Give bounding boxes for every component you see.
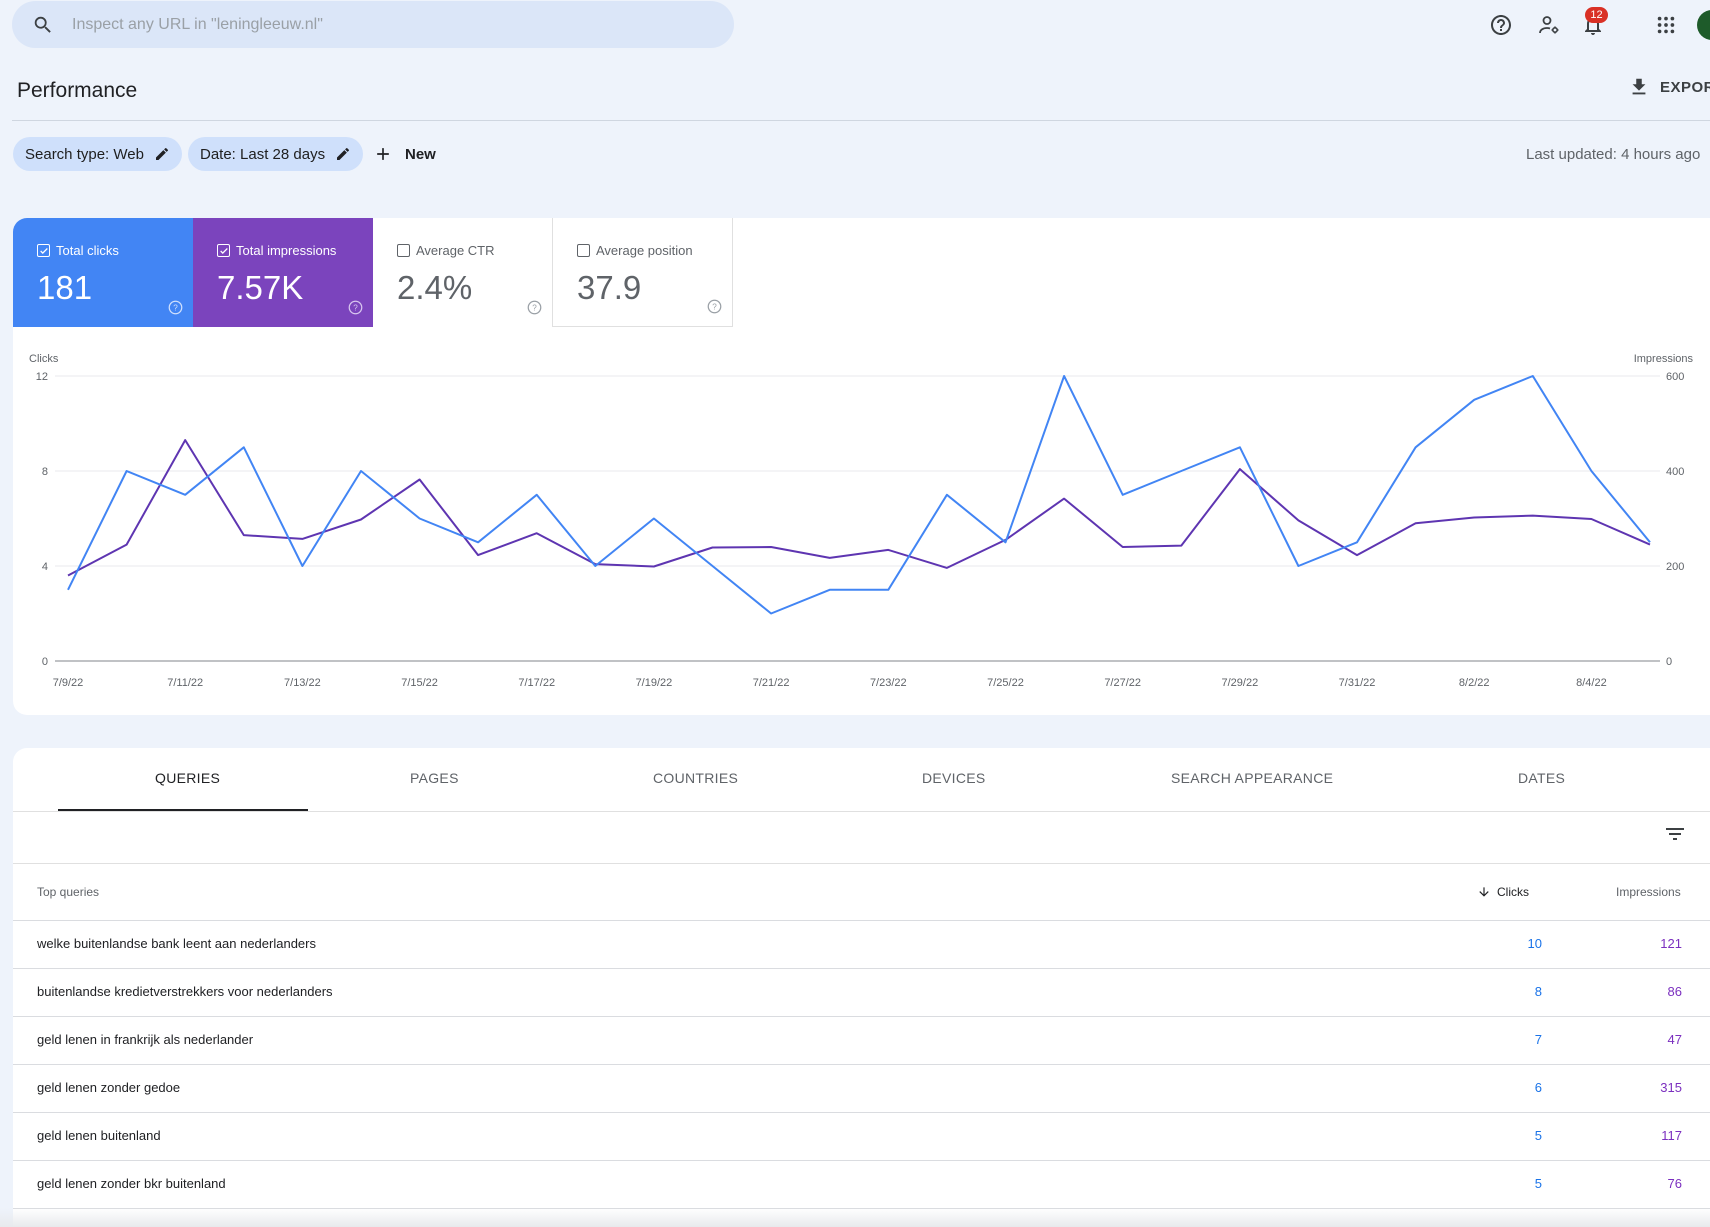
column-header-impressions[interactable]: Impressions (1616, 885, 1681, 899)
impressions-value: 76 (1667, 1176, 1682, 1191)
help-circle-icon[interactable]: ? (707, 299, 722, 314)
query-text: geld lenen in frankrijk als nederlander (37, 1032, 254, 1047)
column-header-query: Top queries (37, 885, 100, 899)
user-settings-icon[interactable] (1529, 5, 1569, 45)
bottom-scroll-fade (0, 1208, 1710, 1227)
clicks-value: 5 (1534, 1128, 1542, 1143)
download-icon (1632, 78, 1646, 95)
export-label: EXPORT (1660, 78, 1710, 96)
clicks-value: 5 (1534, 1176, 1542, 1191)
new-filter-label: New (405, 145, 436, 163)
date-filter-label: Date: Last 28 days (200, 145, 326, 163)
impressions-value: 315 (1660, 1080, 1682, 1095)
clicks-header-label: Clicks (1497, 885, 1529, 899)
table-row[interactable]: welke buitenlandse bank leent aan nederl… (13, 920, 1710, 968)
table-row[interactable]: geld lenen zonder gedoe 6 315 (13, 1064, 1710, 1112)
tab-devices[interactable]: DEVICES (922, 770, 986, 786)
query-text: welke buitenlandse bank leent aan nederl… (37, 936, 316, 951)
average-position-label: Average position (596, 243, 693, 258)
impressions-value: 121 (1660, 936, 1682, 951)
tab-search-appearance[interactable]: SEARCH APPEARANCE (1171, 770, 1334, 786)
help-circle-icon[interactable]: ? (168, 300, 183, 315)
average-ctr-value: 2.4% (397, 269, 473, 306)
last-updated-text: Last updated: 4 hours ago (1526, 146, 1701, 163)
edit-pencil-icon (337, 147, 350, 160)
clicks-value: 6 (1534, 1080, 1542, 1095)
page-title: Performance (17, 79, 138, 102)
clicks-value: 10 (1527, 936, 1542, 951)
help-circle-icon[interactable]: ? (527, 300, 542, 315)
svg-text:?: ? (532, 304, 537, 313)
new-filter-button[interactable]: New (373, 137, 436, 171)
average-ctr-checkbox[interactable] (397, 244, 410, 257)
table-row[interactable]: buitenlandse kredietverstrekkers voor ne… (13, 968, 1710, 1016)
tab-divider (13, 811, 1710, 812)
tab-countries[interactable]: COUNTRIES (653, 770, 739, 786)
impressions-value: 47 (1667, 1032, 1682, 1047)
average-position-metric-card[interactable]: Average position 37.9 ? (553, 218, 733, 327)
table-row[interactable]: geld lenen in frankrijk als nederlander 7… (13, 1016, 1710, 1064)
notification-count-badge: 12 (1585, 7, 1608, 23)
table-toolbar-divider (13, 863, 1710, 864)
query-text: geld lenen buitenland (37, 1128, 161, 1143)
query-text: buitenlandse kredietverstrekkers voor ne… (37, 984, 333, 999)
total-impressions-metric-card[interactable]: Total impressions 7.57K ? (193, 218, 373, 327)
column-header-clicks[interactable]: Clicks (1477, 885, 1529, 899)
filter-rows-icon[interactable] (1663, 822, 1687, 851)
svg-text:?: ? (173, 304, 178, 313)
date-filter-chip[interactable]: Date: Last 28 days (188, 137, 364, 171)
average-ctr-metric-card[interactable]: Average CTR 2.4% ? (373, 218, 553, 327)
plus-icon (377, 148, 389, 160)
total-impressions-value: 7.57K (217, 269, 304, 306)
apps-grid-icon[interactable] (1646, 5, 1686, 45)
total-impressions-label: Total impressions (236, 243, 337, 258)
clicks-value: 7 (1534, 1032, 1542, 1047)
clicks-value: 8 (1534, 984, 1542, 999)
total-clicks-checkbox[interactable] (37, 244, 50, 257)
impressions-value: 117 (1661, 1128, 1682, 1143)
impressions-value: 86 (1667, 984, 1682, 999)
edit-pencil-icon (155, 147, 168, 160)
average-position-checkbox[interactable] (577, 244, 590, 257)
export-button[interactable]: EXPORT (1628, 76, 1710, 98)
account-avatar[interactable] (1697, 10, 1710, 40)
search-type-label: Search type: Web (25, 145, 144, 163)
total-clicks-metric-card[interactable]: Total clicks 181 ? (13, 218, 193, 327)
sort-descending-arrow-icon (1479, 887, 1489, 897)
header-divider (12, 120, 1710, 121)
tab-dates[interactable]: DATES (1518, 770, 1566, 786)
breakdown-table-card (13, 748, 1710, 1227)
active-tab-indicator (58, 809, 308, 811)
svg-text:?: ? (353, 304, 358, 313)
tab-queries[interactable]: QUERIES (155, 770, 221, 786)
query-text: geld lenen zonder gedoe (37, 1080, 181, 1095)
table-row[interactable]: geld lenen zonder bkr buitenland 5 76 (13, 1160, 1710, 1208)
average-ctr-label: Average CTR (416, 243, 495, 258)
help-icon[interactable] (1481, 5, 1521, 45)
search-input[interactable] (70, 14, 674, 35)
svg-text:?: ? (712, 303, 717, 312)
help-circle-icon[interactable]: ? (348, 300, 363, 315)
average-position-value: 37.9 (577, 269, 642, 306)
url-inspection-search-bar[interactable] (12, 1, 734, 48)
search-icon (34, 16, 51, 33)
total-clicks-value: 181 (37, 269, 93, 306)
table-row[interactable]: geld lenen buitenland 5 117 (13, 1112, 1710, 1160)
search-type-filter-chip[interactable]: Search type: Web (13, 137, 182, 171)
total-clicks-label: Total clicks (56, 243, 119, 258)
total-impressions-checkbox[interactable] (217, 244, 230, 257)
tab-pages[interactable]: PAGES (410, 770, 459, 786)
query-text: geld lenen zonder bkr buitenland (37, 1176, 226, 1191)
